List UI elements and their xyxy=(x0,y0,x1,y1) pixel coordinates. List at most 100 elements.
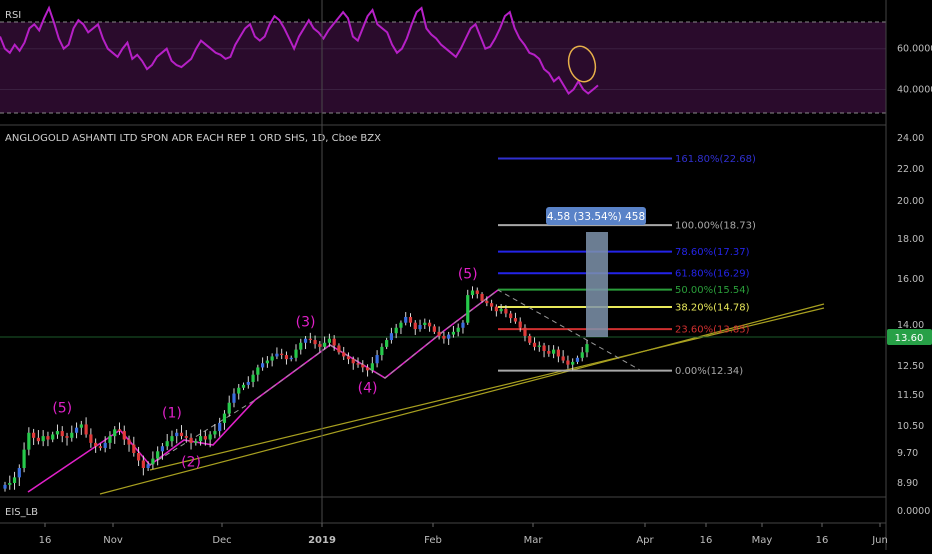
candle-body xyxy=(184,436,188,438)
price-tick-label: 9.70 xyxy=(897,448,918,459)
candle-body xyxy=(365,367,370,371)
candle-body xyxy=(389,333,394,341)
candle-body xyxy=(70,432,74,438)
wave-label: (2) xyxy=(181,455,201,471)
x-tick-label: Apr xyxy=(636,535,654,546)
candle-body xyxy=(89,434,93,443)
candle-body xyxy=(442,335,446,339)
candle-body xyxy=(41,436,45,442)
candle-body xyxy=(413,322,417,330)
rsi-tick-label: 40.0000 xyxy=(897,84,932,95)
candle-body xyxy=(485,300,489,304)
candle-body xyxy=(84,424,88,435)
candle-body xyxy=(3,484,7,489)
chart-title: ANGLOGOLD ASHANTI LTD SPON ADR EACH REP … xyxy=(5,133,381,144)
fib-label: 50.00%(15.54) xyxy=(675,285,750,296)
candle-body xyxy=(356,363,360,365)
candle-body xyxy=(60,431,64,437)
candle-body xyxy=(127,439,131,445)
candle-body xyxy=(22,449,26,468)
candle-body xyxy=(141,460,145,468)
measure-label: 4.58 (33.54%) 458 xyxy=(547,211,645,223)
candle-body xyxy=(256,367,260,375)
fib-label: 0.00%(12.34) xyxy=(675,366,743,377)
candle-body xyxy=(556,349,560,357)
price-tick-label: 11.50 xyxy=(897,390,924,401)
candle-body xyxy=(532,342,537,347)
fib-label: 78.60%(17.37) xyxy=(675,247,750,258)
fib-label: 61.80%(16.29) xyxy=(675,269,750,280)
candle-body xyxy=(552,349,556,354)
candle-body xyxy=(509,313,513,319)
price-tick-label: 12.50 xyxy=(897,361,924,372)
candle-body xyxy=(528,335,532,343)
candle-body xyxy=(232,393,236,403)
measure-box[interactable] xyxy=(586,232,608,337)
x-tick-label: Jun xyxy=(871,535,888,546)
candle-body xyxy=(337,345,341,353)
elliott-wave-labels: (5) (1) (2) (3) (4) (5) xyxy=(52,267,477,471)
candle-body xyxy=(432,326,436,332)
candle-body xyxy=(74,427,79,433)
candle-body xyxy=(408,316,413,323)
rsi-pane[interactable]: RSI 60.0000 40.0000 xyxy=(0,5,932,114)
candle-body xyxy=(451,331,456,335)
candle-body xyxy=(466,295,470,323)
candle-body xyxy=(456,327,460,332)
candle-body xyxy=(17,468,21,478)
candle-body xyxy=(427,322,432,327)
x-tick-label: Dec xyxy=(212,535,231,546)
price-tick-label: 20.00 xyxy=(897,196,924,207)
candle-body xyxy=(8,483,12,485)
x-tick-label: 16 xyxy=(816,535,829,546)
fibonacci-retracement[interactable]: 161.80%(22.68) 100.00%(18.73) 78.60%(17.37… xyxy=(498,154,756,377)
candle-body xyxy=(585,344,589,353)
candle-body xyxy=(423,322,427,325)
x-axis: 16 Nov Dec 2019 Feb Mar Apr 16 May 16 Jun xyxy=(39,0,888,546)
candle-body xyxy=(418,325,422,330)
candle-body xyxy=(251,374,255,382)
x-tick-label: 16 xyxy=(700,535,713,546)
candle-body xyxy=(294,349,298,358)
candle-body xyxy=(175,432,179,437)
candle-body xyxy=(308,338,312,341)
candles xyxy=(3,286,589,492)
fib-label: 161.80%(22.68) xyxy=(675,154,756,165)
x-tick-label: 2019 xyxy=(308,535,336,546)
candle-body xyxy=(518,321,522,328)
price-tick-label: 24.00 xyxy=(897,133,924,144)
x-tick-label: Nov xyxy=(103,535,123,546)
candle-body xyxy=(241,384,246,388)
candle-body xyxy=(208,434,212,440)
price-pane[interactable]: ANGLOGOLD ASHANTI LTD SPON ADR EACH REP … xyxy=(0,133,932,495)
price-tick-label: 22.00 xyxy=(897,164,924,175)
candle-body xyxy=(12,477,17,483)
fib-label: 23.60%(13.85) xyxy=(675,325,750,336)
candle-body xyxy=(275,353,279,357)
wave-label: (5) xyxy=(52,400,72,416)
candle-body xyxy=(447,334,451,339)
candle-body xyxy=(351,359,355,364)
candle-body xyxy=(280,353,284,356)
candle-body xyxy=(404,316,408,323)
candle-body xyxy=(222,413,227,423)
candle-body xyxy=(504,308,508,314)
candle-body xyxy=(32,432,36,438)
rsi-band-fill xyxy=(0,22,886,113)
candle-body xyxy=(98,446,103,448)
candle-body xyxy=(227,402,231,414)
candle-body xyxy=(46,436,50,440)
price-tick-label: 16.00 xyxy=(897,274,924,285)
candle-body xyxy=(113,429,117,437)
candle-body xyxy=(303,338,308,343)
candle-body xyxy=(299,342,303,350)
candle-body xyxy=(475,290,479,294)
eis-pane[interactable]: EIS_LB 0.0000 xyxy=(5,506,930,518)
candle-body xyxy=(470,290,475,296)
wave-label: (1) xyxy=(162,405,182,421)
candle-body xyxy=(265,360,269,364)
candle-body xyxy=(170,436,174,442)
current-price-badge xyxy=(887,329,932,345)
